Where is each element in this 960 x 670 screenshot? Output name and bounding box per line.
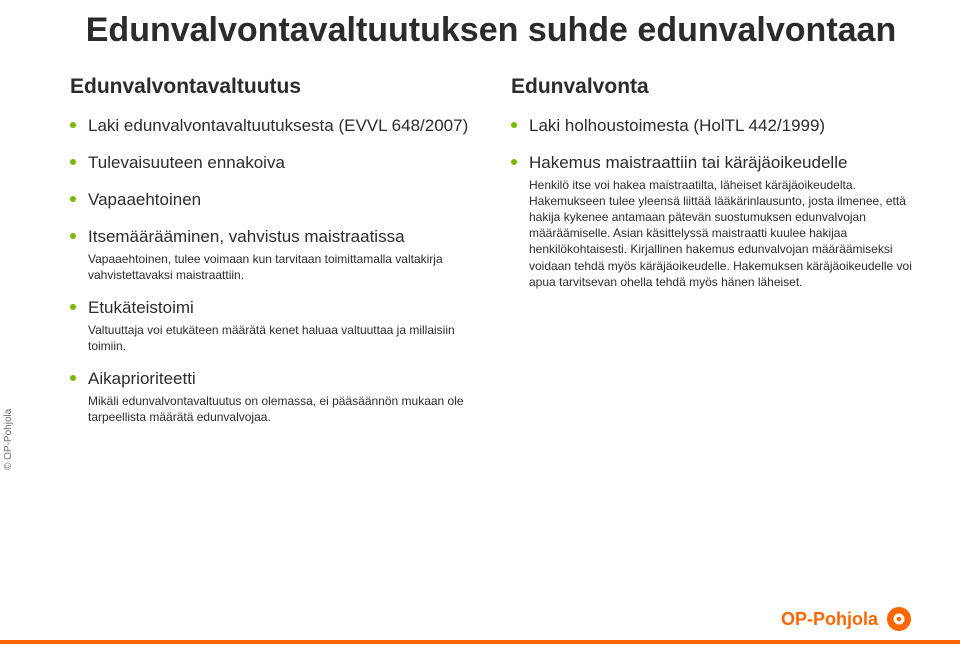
list-item-head: Laki holhoustoimesta (HolTL 442/1999) — [529, 115, 912, 138]
list-item: Hakemus maistraattiin tai käräjäoikeudel… — [511, 152, 912, 290]
slide: Edunvalvontavaltuutuksen suhde edunvalvo… — [0, 0, 960, 670]
list-item: Tulevaisuuteen ennakoiva — [70, 152, 471, 175]
list-item-head: Hakemus maistraattiin tai käräjäoikeudel… — [529, 152, 912, 175]
footer-divider — [0, 640, 960, 644]
list-item: Vapaaehtoinen — [70, 189, 471, 212]
list-item-body: Valtuuttaja voi etukäteen määrätä kenet … — [88, 322, 471, 354]
list-item: Itsemäärääminen, vahvistus maistraatissa… — [70, 226, 471, 283]
footer-brand-text: OP-Pohjola — [781, 609, 878, 630]
right-column: Edunvalvonta Laki holhoustoimesta (HolTL… — [511, 75, 912, 440]
list-item-head: Aikaprioriteetti — [88, 368, 471, 391]
two-column-layout: Edunvalvontavaltuutus Laki edunvalvontav… — [70, 75, 912, 440]
list-item-head: Tulevaisuuteen ennakoiva — [88, 152, 471, 175]
brand-icon — [886, 606, 912, 632]
list-item: Laki holhoustoimesta (HolTL 442/1999) — [511, 115, 912, 138]
left-list: Laki edunvalvontavaltuutuksesta (EVVL 64… — [70, 115, 471, 426]
list-item-body: Henkilö itse voi hakea maistraatilta, lä… — [529, 177, 912, 290]
left-heading: Edunvalvontavaltuutus — [70, 75, 471, 99]
left-column: Edunvalvontavaltuutus Laki edunvalvontav… — [70, 75, 471, 440]
page-title: Edunvalvontavaltuutuksen suhde edunvalvo… — [70, 10, 912, 51]
list-item-head: Etukäteistoimi — [88, 297, 471, 320]
list-item: Etukäteistoimi Valtuuttaja voi etukäteen… — [70, 297, 471, 354]
copyright-text: © OP-Pohjola — [3, 409, 14, 470]
list-item: Aikaprioriteetti Mikäli edunvalvontavalt… — [70, 368, 471, 425]
list-item-head: Laki edunvalvontavaltuutuksesta (EVVL 64… — [88, 115, 471, 138]
footer-brand: OP-Pohjola — [781, 606, 912, 632]
list-item-body: Vapaaehtoinen, tulee voimaan kun tarvita… — [88, 251, 471, 283]
right-heading: Edunvalvonta — [511, 75, 912, 99]
list-item-head: Itsemäärääminen, vahvistus maistraatissa — [88, 226, 471, 249]
list-item-head: Vapaaehtoinen — [88, 189, 471, 212]
right-list: Laki holhoustoimesta (HolTL 442/1999) Ha… — [511, 115, 912, 290]
list-item: Laki edunvalvontavaltuutuksesta (EVVL 64… — [70, 115, 471, 138]
list-item-body: Mikäli edunvalvontavaltuutus on olemassa… — [88, 393, 471, 425]
